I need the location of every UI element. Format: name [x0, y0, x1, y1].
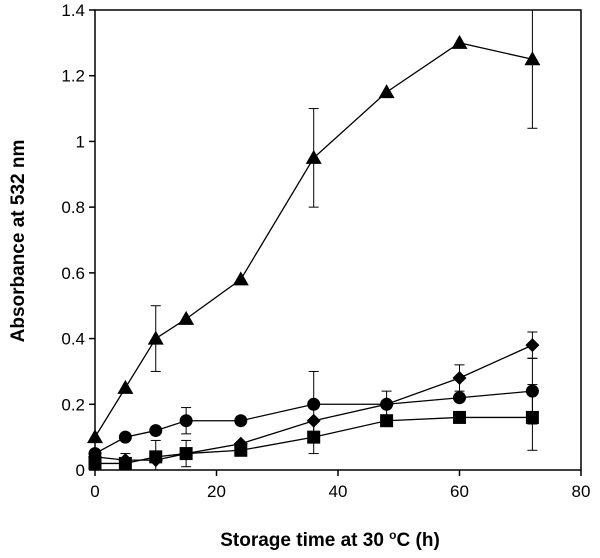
y-axis-title: Absorbance at 532 nm [8, 140, 29, 343]
diamond-marker [525, 338, 540, 353]
x-tick-label: 0 [90, 482, 99, 501]
y-tick-label: 0.8 [61, 198, 85, 217]
circle-marker [149, 424, 163, 438]
x-axis-title: Storage time at 30 oC (h) [220, 528, 440, 551]
square-marker [88, 456, 102, 470]
diamond-marker [452, 371, 467, 385]
plot-frame [94, 9, 582, 471]
square-marker [453, 410, 466, 424]
y-tick-label: 1 [76, 132, 85, 151]
triangle-marker [524, 51, 541, 66]
y-tick-label: 1.4 [61, 1, 85, 20]
square-marker [118, 456, 132, 470]
circle-marker [307, 397, 321, 411]
series-square [88, 384, 539, 471]
y-tick-label: 0.6 [61, 264, 85, 283]
y-tick-label: 0.4 [61, 330, 85, 349]
circle-marker [380, 397, 394, 411]
circle-marker [179, 414, 193, 428]
triangle-marker [305, 149, 322, 164]
y-axis: 0 0.2 0.4 0.6 0.8 1 1.2 1.4 [61, 1, 95, 480]
x-tick-label: 60 [450, 482, 469, 501]
x-axis-title-superscript: o [389, 528, 396, 542]
square-marker [149, 450, 163, 464]
x-axis-title-unit: C (h) [397, 530, 440, 551]
circle-marker [88, 447, 102, 461]
x-tick-label: 20 [207, 482, 226, 501]
x-axis: 0 20 40 60 80 [90, 470, 590, 501]
data-series [87, 10, 541, 471]
series-circle [88, 357, 539, 461]
y-tick-label: 0.2 [61, 395, 85, 414]
triangle-marker [178, 310, 195, 325]
square-marker [525, 410, 539, 424]
triangle-marker [147, 330, 164, 345]
square-marker [380, 414, 394, 428]
triangle-marker [117, 379, 134, 394]
circle-marker [234, 414, 248, 428]
circle-marker [453, 391, 466, 405]
square-marker [179, 447, 193, 461]
x-tick-label: 80 [572, 482, 591, 501]
triangle-marker [451, 34, 468, 49]
square-marker [234, 443, 248, 457]
x-axis-title-main: Storage time at 30 [220, 530, 389, 551]
triangle-marker [378, 84, 395, 99]
triangle-marker [87, 429, 103, 444]
x-tick-label: 40 [329, 482, 348, 501]
square-marker [307, 430, 321, 444]
y-tick-label: 1.2 [61, 67, 85, 86]
triangle-marker [232, 271, 249, 286]
series-triangle [87, 10, 541, 444]
y-tick-label: 0 [76, 461, 85, 480]
circle-marker [118, 430, 132, 444]
